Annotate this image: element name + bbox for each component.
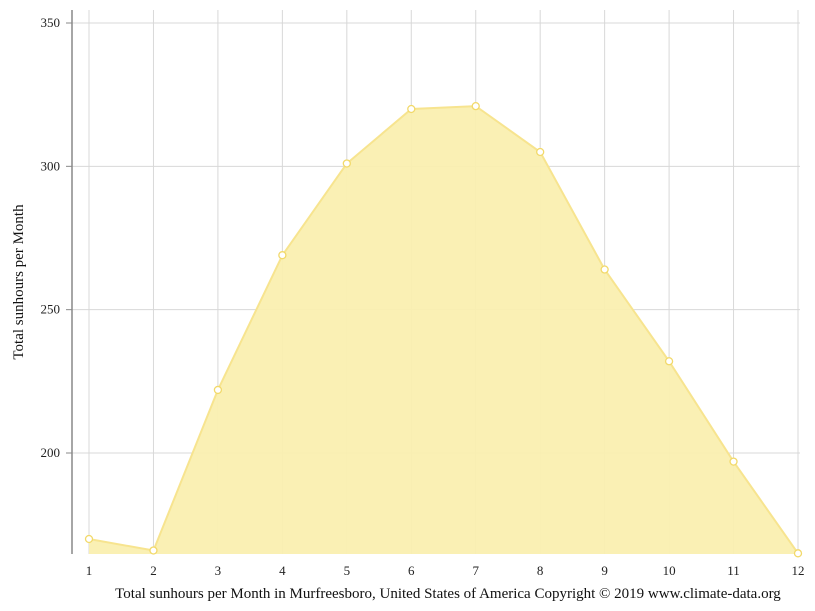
data-point-1 [84,534,94,544]
data-point-6 [407,104,416,114]
data-point-4 [278,251,287,260]
tick-label-x-12: 12 [792,563,805,578]
x-axis-ticks: 1 2 3 4 5 6 7 8 9 10 11 12 [86,563,805,578]
tick-label-y-350: 350 [41,15,61,30]
tick-label-x-2: 2 [150,563,157,578]
data-point-10 [664,357,674,366]
data-points [84,101,803,558]
tick-label-y-300: 300 [41,158,61,173]
y-axis-ticks: 200 250 300 350 [41,15,72,460]
chart-caption: Total sunhours per Month in Murfreesboro… [115,586,781,602]
tick-label-y-200: 200 [41,445,61,460]
tick-label-x-1: 1 [86,563,93,578]
tick-label-y-250: 250 [41,302,61,317]
data-point-5 [342,159,351,168]
y-axis-title: Total sunhours per Month [11,204,27,360]
tick-label-x-6: 6 [408,563,415,578]
tick-label-x-7: 7 [472,563,479,578]
tick-label-x-3: 3 [215,563,222,578]
tick-label-x-8: 8 [537,563,544,578]
sunhours-line [88,105,799,554]
data-point-2 [149,546,158,555]
tick-label-x-10: 10 [663,563,676,578]
tick-label-x-11: 11 [727,563,740,578]
data-point-11 [729,457,738,466]
data-point-8 [536,147,545,157]
data-point-3 [213,385,223,395]
tick-label-x-9: 9 [601,563,608,578]
data-point-12 [793,549,803,558]
data-point-9 [600,265,609,274]
tick-label-x-5: 5 [344,563,351,578]
data-point-7 [471,101,480,111]
tick-label-x-4: 4 [279,563,286,578]
sunhours-area [89,106,798,554]
